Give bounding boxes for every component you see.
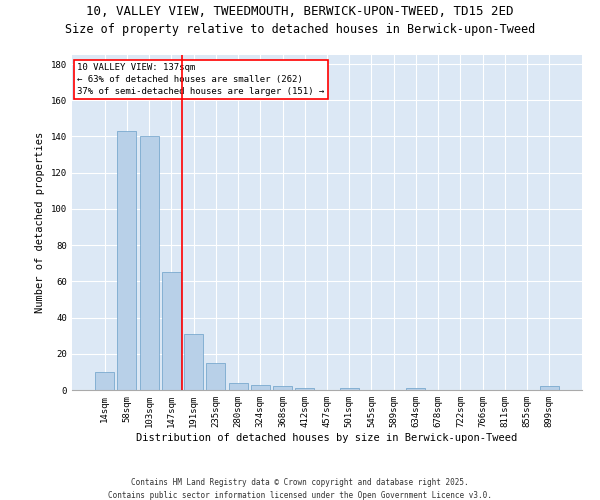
Bar bbox=[540, 386, 559, 390]
X-axis label: Distribution of detached houses by size in Berwick-upon-Tweed: Distribution of detached houses by size … bbox=[136, 432, 518, 442]
Bar bbox=[340, 388, 359, 390]
Y-axis label: Number of detached properties: Number of detached properties bbox=[35, 132, 46, 313]
Bar bbox=[140, 136, 158, 390]
Text: 10, VALLEY VIEW, TWEEDMOUTH, BERWICK-UPON-TWEED, TD15 2ED: 10, VALLEY VIEW, TWEEDMOUTH, BERWICK-UPO… bbox=[86, 5, 514, 18]
Bar bbox=[273, 386, 292, 390]
Text: Contains HM Land Registry data © Crown copyright and database right 2025.
Contai: Contains HM Land Registry data © Crown c… bbox=[108, 478, 492, 500]
Bar bbox=[295, 388, 314, 390]
Bar bbox=[162, 272, 181, 390]
Text: Size of property relative to detached houses in Berwick-upon-Tweed: Size of property relative to detached ho… bbox=[65, 22, 535, 36]
Bar bbox=[118, 131, 136, 390]
Bar bbox=[229, 383, 248, 390]
Bar bbox=[206, 363, 225, 390]
Bar bbox=[184, 334, 203, 390]
Text: 10 VALLEY VIEW: 137sqm
← 63% of detached houses are smaller (262)
37% of semi-de: 10 VALLEY VIEW: 137sqm ← 63% of detached… bbox=[77, 64, 325, 96]
Bar bbox=[406, 388, 425, 390]
Bar bbox=[251, 384, 270, 390]
Bar bbox=[95, 372, 114, 390]
